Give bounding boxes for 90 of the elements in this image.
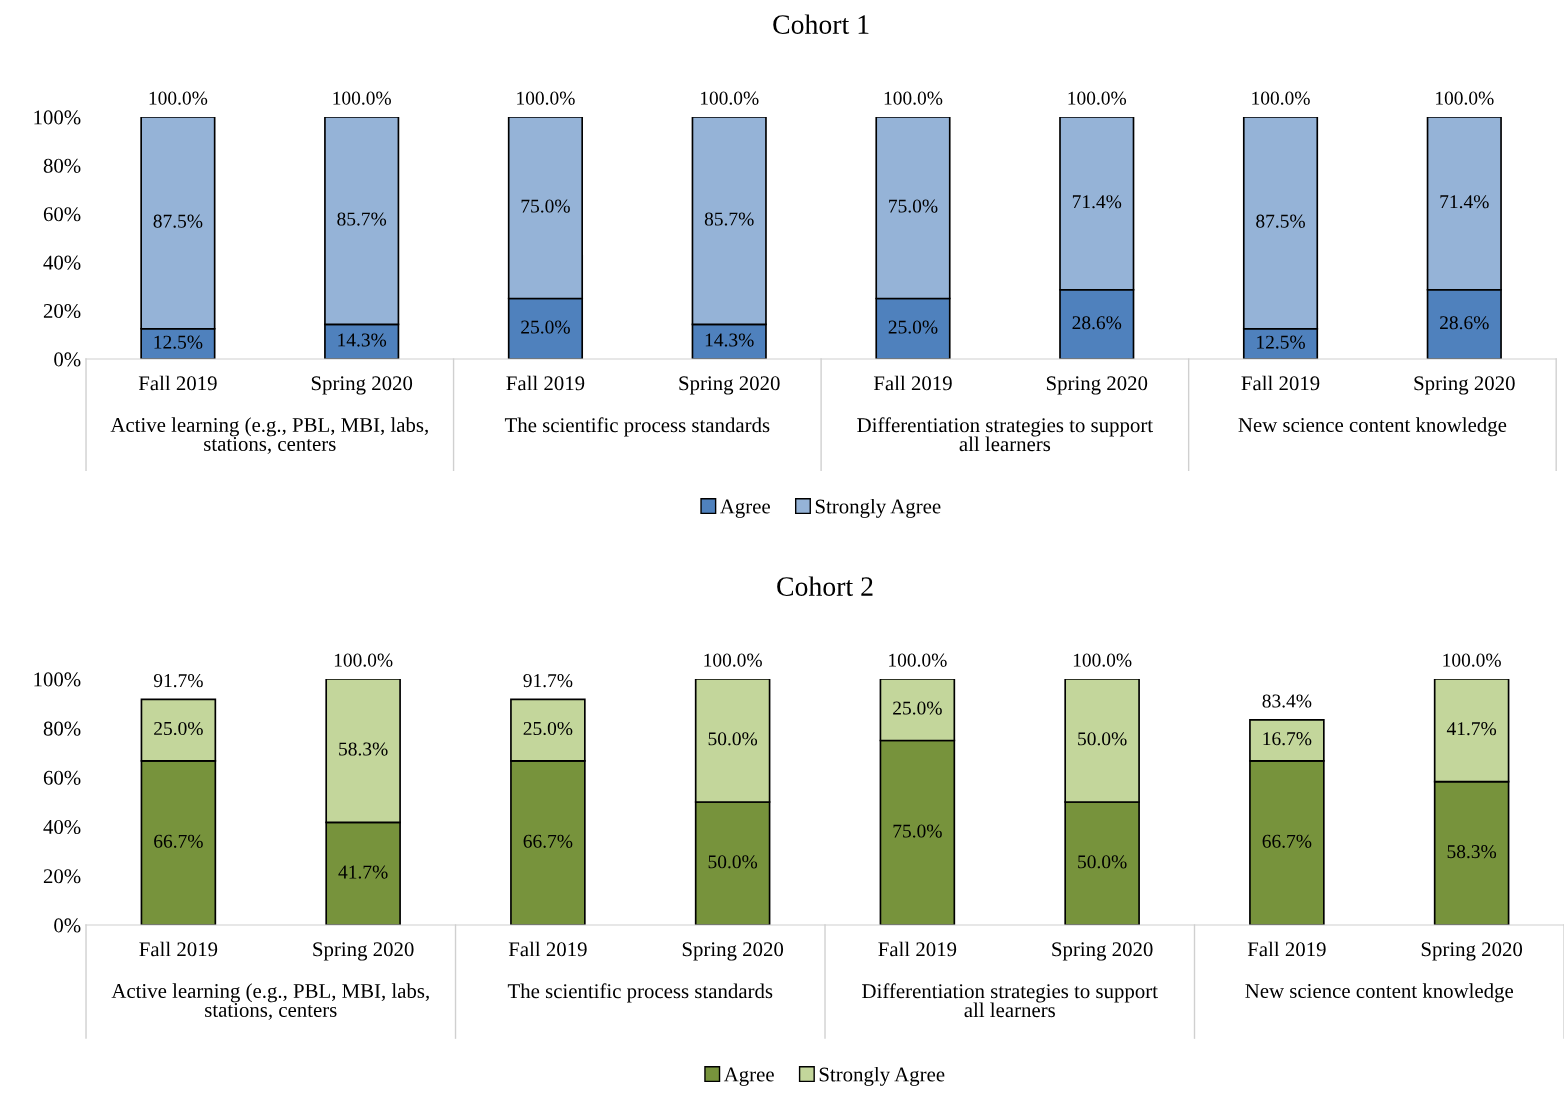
- total-label: 100.0%: [884, 91, 943, 105]
- text: Active learning (e.g., PBL, MBI, labs, stations, centers: [111, 983, 429, 1020]
- x-tick-label: Fall 2019: [506, 375, 585, 391]
- x-tick-label: Fall 2019: [1247, 941, 1326, 957]
- x-tick-label: Fall 2019: [508, 941, 587, 957]
- data-label: 66.7%: [154, 834, 203, 848]
- y-tick-label: 0%: [54, 352, 81, 367]
- total-label: 100.0%: [517, 91, 575, 105]
- legend-label: Agree: [723, 1067, 774, 1086]
- data-label: 12.5%: [154, 335, 203, 349]
- data-label: 85.7%: [337, 212, 387, 226]
- y-tick-label: 40%: [43, 819, 81, 835]
- data-label: 71.4%: [1440, 195, 1489, 209]
- x-tick-label: Fall 2019: [138, 375, 217, 391]
- total-label: 100.0%: [889, 653, 947, 667]
- data-label: 50.0%: [708, 855, 758, 869]
- x-tick-label: Spring 2020: [313, 942, 414, 961]
- data-label: 12.5%: [1257, 335, 1305, 349]
- chart-title: Cohort 1: [773, 14, 869, 34]
- data-label: 14.3%: [338, 333, 387, 347]
- data-label: 41.7%: [338, 865, 388, 879]
- total-label: 83.4%: [1262, 694, 1312, 708]
- text: Active learning (e.g., PBL, MBI, labs, stations, centers: [110, 417, 428, 454]
- data-label: 75.0%: [889, 199, 938, 213]
- data-label: 66.7%: [523, 834, 573, 848]
- y-tick-label: 60%: [43, 770, 81, 785]
- x-tick-label: Spring 2020: [1414, 376, 1515, 395]
- data-label: 66.7%: [1262, 834, 1312, 848]
- y-tick-label: 100%: [34, 110, 81, 125]
- y-tick-label: 20%: [43, 303, 81, 319]
- total-label: 100.0%: [149, 91, 208, 105]
- text: New science content knowledge: [1238, 417, 1507, 437]
- legend-label: Strongly Agree: [815, 498, 941, 518]
- x-tick-label: Spring 2020: [311, 376, 413, 395]
- text: Differentiation strategies to support all learners: [857, 417, 1153, 452]
- data-label: 50.0%: [1078, 855, 1127, 869]
- data-label: 58.3%: [339, 742, 388, 756]
- data-label: 75.0%: [893, 824, 942, 838]
- data-label: 85.7%: [704, 212, 754, 226]
- total-label: 100.0%: [334, 653, 393, 667]
- data-label: 58.3%: [1447, 845, 1497, 859]
- data-label: 87.5%: [153, 214, 203, 228]
- legend-label: Agree: [720, 499, 770, 518]
- x-tick-label: Fall 2019: [878, 941, 957, 957]
- total-label: 100.0%: [1436, 91, 1494, 105]
- y-tick-label: 80%: [43, 721, 81, 736]
- data-label: 41.7%: [1446, 722, 1497, 736]
- legend-label: Strongly Agree: [819, 1066, 945, 1086]
- total-label: 100.0%: [700, 91, 759, 105]
- data-label: 75.0%: [521, 199, 570, 213]
- data-label: 25.0%: [523, 721, 573, 736]
- x-tick-label: Fall 2019: [139, 941, 218, 957]
- text: The scientific process standards: [504, 417, 770, 437]
- y-tick-label: 60%: [43, 207, 81, 222]
- data-label: 14.3%: [705, 333, 754, 347]
- x-tick-label: Spring 2020: [682, 942, 784, 961]
- total-label: 100.0%: [1443, 653, 1501, 667]
- data-label: 50.0%: [708, 732, 758, 746]
- total-label: 91.7%: [523, 674, 573, 688]
- y-tick-label: 0%: [54, 918, 81, 933]
- data-label: 50.0%: [1078, 732, 1127, 746]
- x-tick-label: Fall 2019: [873, 375, 952, 391]
- total-label: 100.0%: [1068, 91, 1127, 105]
- total-label: 100.0%: [1252, 91, 1310, 105]
- data-label: 25.0%: [521, 320, 570, 334]
- y-tick-label: 80%: [43, 158, 81, 173]
- x-tick-label: Spring 2020: [679, 376, 780, 395]
- x-tick-label: Fall 2019: [1241, 375, 1320, 391]
- data-label: 25.0%: [893, 701, 942, 715]
- data-label: 16.7%: [1263, 732, 1312, 746]
- chart-title: Cohort 2: [777, 576, 873, 596]
- y-tick-label: 40%: [43, 255, 81, 270]
- x-tick-label: Spring 2020: [1046, 376, 1148, 395]
- data-label: 25.0%: [154, 721, 203, 736]
- total-label: 100.0%: [333, 91, 391, 105]
- y-tick-label: 20%: [43, 869, 81, 884]
- data-label: 87.5%: [1256, 214, 1305, 228]
- data-label: 28.6%: [1440, 316, 1489, 330]
- text: Differentiation strategies to support all learners: [862, 983, 1158, 1018]
- total-label: 100.0%: [1073, 653, 1132, 667]
- total-label: 100.0%: [704, 653, 762, 667]
- data-label: 25.0%: [888, 320, 938, 334]
- x-tick-label: Spring 2020: [1052, 942, 1153, 961]
- x-tick-label: Spring 2020: [1421, 942, 1523, 961]
- total-label: 91.7%: [153, 674, 203, 688]
- data-label: 71.4%: [1072, 195, 1122, 209]
- text: The scientific process standards: [507, 983, 773, 1003]
- text: New science content knowledge: [1245, 983, 1514, 1003]
- data-label: 28.6%: [1072, 316, 1122, 330]
- y-tick-label: 100%: [34, 672, 81, 687]
